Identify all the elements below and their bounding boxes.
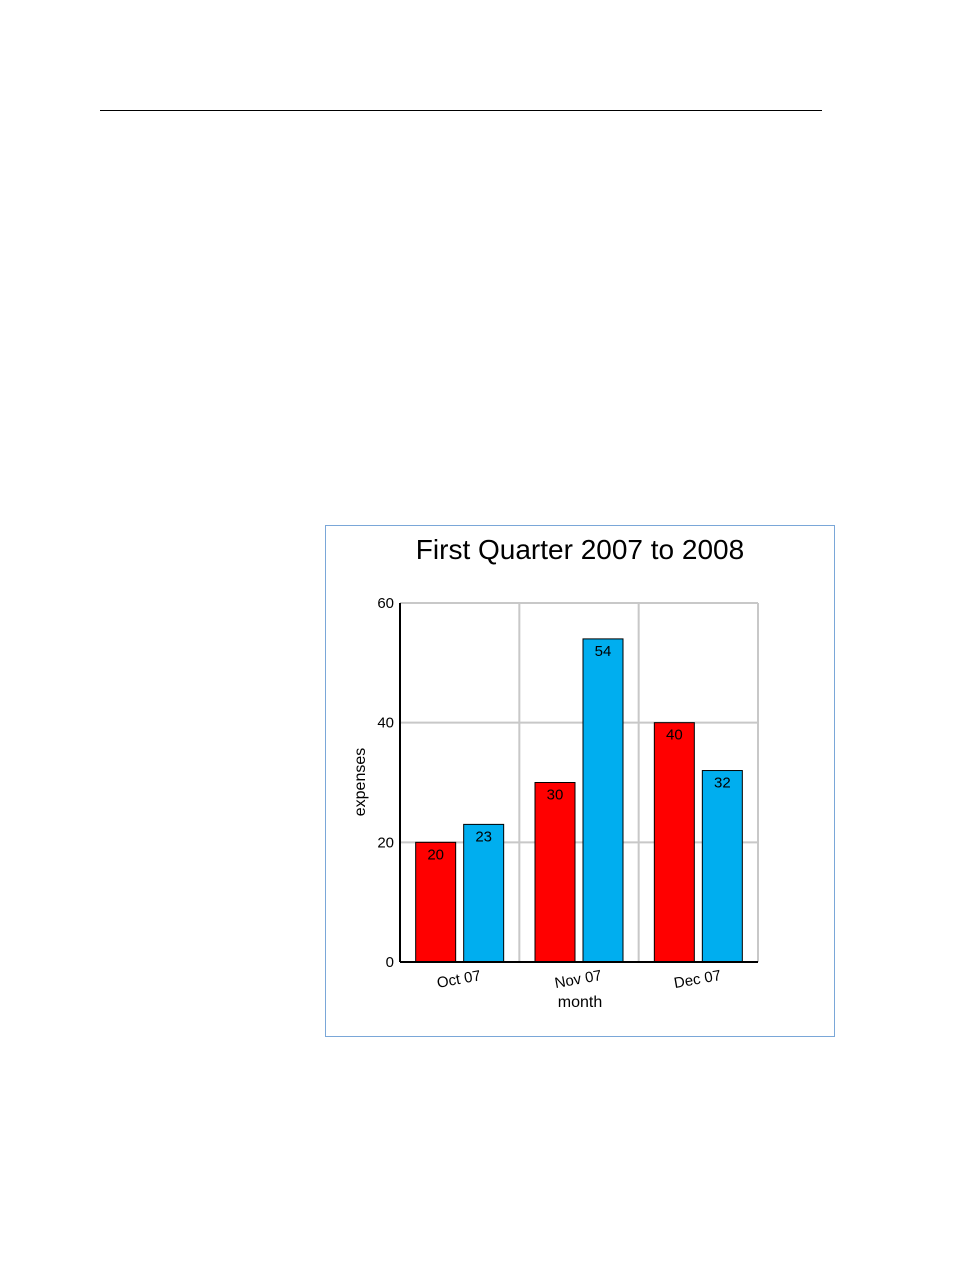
x-axis-label: month — [558, 994, 602, 1011]
grid-lines — [400, 602, 759, 962]
x-tick-label: Nov 07 — [553, 967, 603, 992]
x-tick-label: Dec 07 — [673, 967, 723, 992]
y-axis-label: expenses — [352, 748, 369, 817]
data-label: 30 — [547, 787, 564, 804]
y-tick-label: 60 — [377, 595, 394, 612]
x-tick-label: Oct 07 — [436, 967, 482, 991]
data-label: 40 — [666, 727, 683, 744]
bar — [534, 782, 576, 963]
header-rule — [100, 110, 822, 111]
chart-title: First Quarter 2007 to 2008 — [416, 534, 744, 565]
data-label: 54 — [595, 643, 612, 660]
bar — [582, 638, 624, 963]
bar — [653, 722, 695, 963]
bar — [463, 823, 505, 963]
data-label: 32 — [714, 775, 731, 792]
bar — [701, 770, 743, 963]
y-tick-label: 40 — [377, 715, 394, 732]
y-tick-label: 0 — [386, 954, 394, 971]
y-tick-label: 20 — [377, 834, 394, 851]
axes — [399, 603, 758, 963]
bar-chart: First Quarter 2007 to 2008 0 20 40 60 20 23 Oc… — [352, 534, 759, 1011]
chart-frame: First Quarter 2007 to 2008 0 20 40 60 20 23 Oc… — [325, 525, 835, 1037]
data-label: 23 — [475, 828, 492, 845]
bars — [415, 638, 743, 963]
data-label: 20 — [427, 846, 444, 863]
